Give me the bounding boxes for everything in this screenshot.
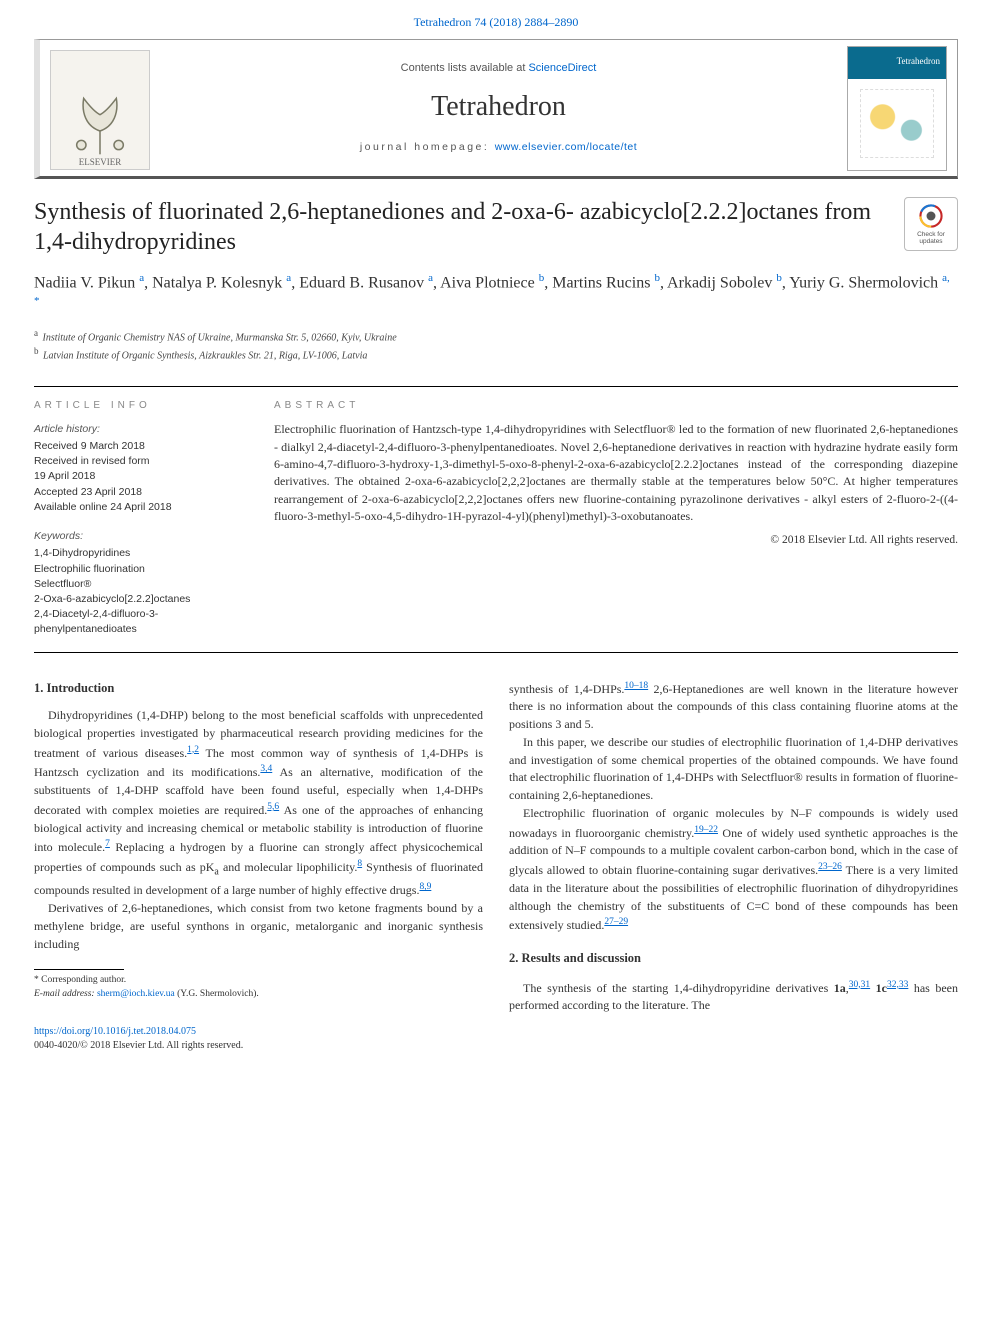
- crossmark-badge[interactable]: Check for updates: [904, 197, 958, 251]
- journal-header: ELSEVIER Contents lists available at Sci…: [34, 39, 958, 179]
- results-para: The synthesis of the starting 1,4-dihydr…: [509, 978, 958, 1016]
- author-list: Nadiia V. Pikun a, Natalya P. Kolesnyk a…: [34, 271, 958, 317]
- footnote-rule: [34, 969, 124, 970]
- journal-reference-link[interactable]: Tetrahedron 74 (2018) 2884–2890: [414, 15, 579, 29]
- history-line: Received in revised form: [34, 454, 240, 469]
- keyword-line: 2-Oxa-6-azabicyclo[2.2.2]octanes: [34, 592, 240, 607]
- doi-link[interactable]: https://doi.org/10.1016/j.tet.2018.04.07…: [34, 1026, 196, 1037]
- keyword-line: 2,4-Diacetyl-2,4-difluoro-3-phenylpentan…: [34, 607, 240, 637]
- cover-box: Tetrahedron: [837, 40, 957, 176]
- body-columns: 1. Introduction Dihydropyridines (1,4-DH…: [34, 679, 958, 1016]
- history-heading: Article history:: [34, 422, 240, 437]
- header-center: Contents lists available at ScienceDirec…: [160, 40, 837, 176]
- corr-email-person: (Y.G. Shermolovich).: [177, 989, 259, 999]
- article-info: ARTICLE INFO Article history: Received 9…: [34, 387, 256, 651]
- abstract-block: ABSTRACT Electrophilic fluorination of H…: [256, 387, 958, 651]
- section-2-heading: 2. Results and discussion: [509, 949, 958, 968]
- contents-line: Contents lists available at ScienceDirec…: [401, 61, 597, 76]
- abstract-text: Electrophilic fluorination of Hantzsch-t…: [274, 421, 958, 525]
- affiliations: a Institute of Organic Chemistry NAS of …: [34, 327, 958, 365]
- history-line: Available online 24 April 2018: [34, 500, 240, 515]
- doi-block: https://doi.org/10.1016/j.tet.2018.04.07…: [34, 1025, 958, 1053]
- corresponding-footnote: * Corresponding author. E-mail address: …: [34, 974, 483, 1001]
- body-paragraph: In this paper, we describe our studies o…: [509, 734, 958, 805]
- journal-cover-thumbnail[interactable]: Tetrahedron: [847, 46, 947, 171]
- homepage-link[interactable]: www.elsevier.com/locate/tet: [495, 141, 637, 153]
- left-column: 1. Introduction Dihydropyridines (1,4-DH…: [34, 679, 483, 1016]
- affiliation-line: a Institute of Organic Chemistry NAS of …: [34, 327, 958, 346]
- corr-author-label: * Corresponding author.: [34, 974, 483, 987]
- keyword-line: Electrophilic fluorination: [34, 562, 240, 577]
- cover-title: Tetrahedron: [897, 55, 940, 68]
- publisher-name: ELSEVIER: [79, 156, 122, 169]
- right-column: synthesis of 1,4-DHPs.10–18 2,6-Heptaned…: [509, 679, 958, 1016]
- info-abstract-row: ARTICLE INFO Article history: Received 9…: [34, 386, 958, 652]
- journal-title: Tetrahedron: [431, 87, 566, 126]
- email-label: E-mail address:: [34, 989, 95, 999]
- issn-copyright: 0040-4020/© 2018 Elsevier Ltd. All right…: [34, 1040, 243, 1051]
- corr-email-link[interactable]: sherm@ioch.kiev.ua: [97, 989, 175, 999]
- keyword-line: 1,4-Dihydropyridines: [34, 546, 240, 561]
- contents-prefix: Contents lists available at: [401, 62, 529, 74]
- keyword-line: Selectfluor®: [34, 577, 240, 592]
- publisher-logo-box: ELSEVIER: [40, 40, 160, 176]
- cover-art-icon: [860, 89, 934, 158]
- body-paragraph: synthesis of 1,4-DHPs.10–18 2,6-Heptaned…: [509, 679, 958, 734]
- elsevier-logo[interactable]: ELSEVIER: [50, 50, 150, 170]
- sciencedirect-link[interactable]: ScienceDirect: [528, 62, 596, 74]
- abstract-copyright: © 2018 Elsevier Ltd. All rights reserved…: [274, 532, 958, 548]
- crossmark-icon: [918, 203, 944, 229]
- homepage-line: journal homepage: www.elsevier.com/locat…: [360, 140, 637, 155]
- article-title: Synthesis of fluorinated 2,6-heptanedion…: [34, 197, 884, 257]
- affiliation-line: b Latvian Institute of Organic Synthesis…: [34, 345, 958, 364]
- crossmark-label: Check for updates: [905, 231, 957, 245]
- body-paragraph: Derivatives of 2,6-heptanediones, which …: [34, 900, 483, 953]
- history-line: Received 9 March 2018: [34, 439, 240, 454]
- body-paragraph: Electrophilic fluorination of organic mo…: [509, 805, 958, 935]
- article-info-label: ARTICLE INFO: [34, 399, 240, 414]
- section-1-heading: 1. Introduction: [34, 679, 483, 698]
- journal-reference: Tetrahedron 74 (2018) 2884–2890: [0, 0, 992, 39]
- history-line: 19 April 2018: [34, 469, 240, 484]
- body-paragraph: Dihydropyridines (1,4-DHP) belong to the…: [34, 707, 483, 900]
- abstract-label: ABSTRACT: [274, 399, 958, 413]
- homepage-prefix: journal homepage:: [360, 141, 495, 153]
- elsevier-tree-icon: [65, 76, 135, 156]
- history-line: Accepted 23 April 2018: [34, 485, 240, 500]
- keywords-heading: Keywords:: [34, 529, 240, 544]
